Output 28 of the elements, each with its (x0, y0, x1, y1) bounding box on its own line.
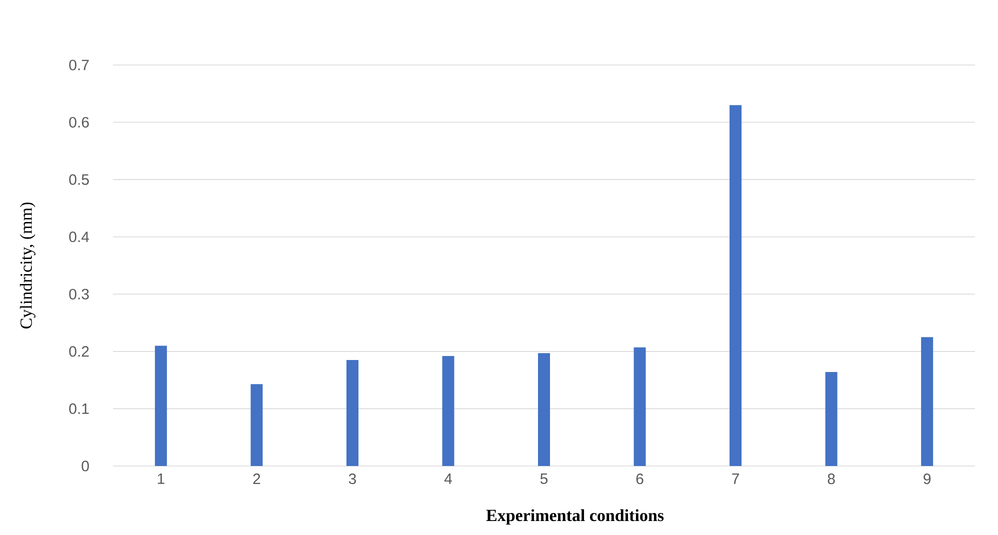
y-axis-title: Cylindricity, (mm) (20, 202, 36, 328)
x-tick-label: 4 (444, 474, 452, 484)
bar (346, 360, 358, 466)
bar (825, 372, 838, 466)
y-tick-label: 0.5 (69, 174, 89, 185)
x-tick-label: 1 (158, 474, 164, 484)
bar (634, 347, 646, 466)
bar (442, 356, 454, 466)
x-tick-label: 9 (924, 474, 931, 484)
x-tick-label: 6 (636, 474, 644, 484)
bar (250, 384, 263, 466)
x-tick-label: 7 (732, 474, 739, 484)
y-tick-label: 0.6 (69, 116, 89, 128)
x-tick-label: 3 (348, 474, 356, 484)
x-tick-label: 8 (828, 474, 835, 484)
y-tick-label: 0 (82, 460, 89, 472)
bar (538, 353, 550, 466)
bar (730, 105, 742, 466)
y-tick-label: 0.2 (69, 346, 89, 357)
y-tick-label: 0.1 (69, 403, 89, 414)
x-axis-title: Experimental conditions (486, 509, 664, 525)
x-tick-label: 5 (540, 474, 548, 484)
y-tick-label: 0.4 (69, 232, 90, 242)
bar (154, 346, 167, 466)
y-tick-label: 0.3 (69, 288, 89, 300)
bar (921, 337, 934, 466)
y-tick-label: 0.7 (69, 60, 89, 70)
x-tick-label: 2 (253, 474, 260, 484)
